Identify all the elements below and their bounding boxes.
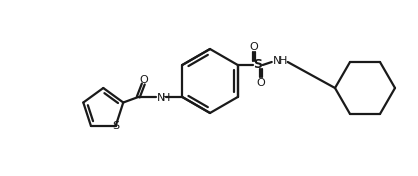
Text: N: N [157,93,166,103]
Text: N: N [273,56,281,66]
Text: H: H [278,56,287,66]
Text: H: H [162,93,171,103]
Text: S: S [112,121,119,131]
Text: S: S [253,58,262,71]
Text: O: O [139,75,148,85]
Text: O: O [250,42,258,52]
Text: O: O [256,78,265,88]
